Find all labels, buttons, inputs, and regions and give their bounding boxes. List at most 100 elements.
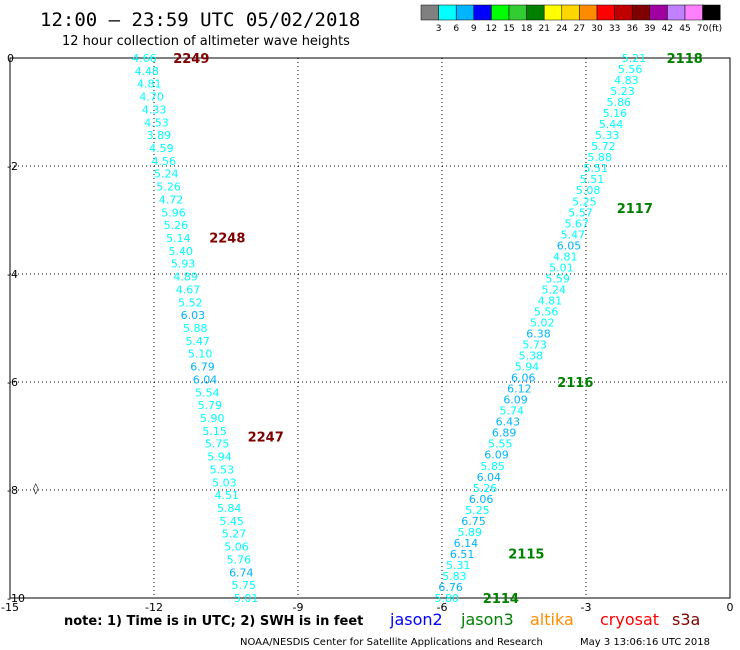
swh-value: 5.88 [587,151,612,164]
swh-value: 5.56 [534,305,559,318]
swh-value: 6.76 [438,581,463,594]
pass-time-label: 2114 [483,592,519,607]
swh-value: 5.51 [584,162,609,175]
pass-time-label: 2118 [667,52,703,67]
satellite-s3a: s3a [672,610,700,629]
legend-label: 15 [503,24,514,34]
swh-value: 4.83 [614,74,639,87]
legend-label: 24 [556,24,568,34]
legend-swatch [667,4,686,21]
legend-label: 6 [453,24,459,34]
swh-value: 5.56 [618,63,643,76]
swh-value: 5.21 [622,52,647,65]
swh-value: 5.47 [561,228,586,241]
swh-value: 5.85 [480,460,505,473]
swh-value: 5.16 [603,107,628,120]
satellite-cryosat: cryosat [600,610,659,629]
legend-swatch [614,4,633,21]
swh-value: 6.75 [461,515,486,528]
legend-swatch [596,4,615,21]
swh-value: 5.55 [488,438,513,451]
swh-value: 6.06 [469,493,494,506]
y-tick-label: -4 [7,268,18,281]
swh-value: 5.26 [156,181,181,194]
swh-value: 5.08 [576,184,601,197]
swh-value: 5.96 [161,206,186,219]
swh-value: 4.59 [149,142,174,155]
swh-value: 6.38 [526,328,551,341]
swh-value: 5.76 [227,553,252,566]
swh-value: 4.48 [135,65,160,78]
plot-area: -15 -12 -9 -6 -3 00-2-4-6-8-10 4.664.484.814.… [1,52,733,614]
swh-value: 5.15 [202,425,227,438]
swh-value: 5.53 [210,463,235,476]
swh-value: 5.45 [219,515,244,528]
legend-swatch [579,4,598,21]
swh-value: 4.51 [215,489,240,502]
altimeter-tracks: 4.664.484.814.704.334.533.894.594.565.24… [132,52,703,607]
legend-swatch [631,4,651,21]
timestamp-text: May 3 13:06:16 UTC 2018 [580,637,710,648]
satellite-legend: jason2 jason3 altika cryosat s3a [389,610,700,629]
legend-label: 21 [538,24,549,34]
swh-value: 5.57 [568,206,593,219]
swh-value: 6.79 [190,361,215,374]
swh-value: 5.89 [457,526,482,539]
x-tick-label: 0 [727,601,734,614]
swh-value: 6.06 [511,372,536,385]
legend-swatch [702,4,721,21]
swh-value: 4.67 [176,283,201,296]
swh-value: 5.01 [234,592,259,605]
swh-value: 5.24 [542,283,567,296]
swh-value: 5.94 [515,361,540,374]
legend-label: 9 [471,24,477,34]
swh-value: 6.04 [477,471,502,484]
x-tick-label: -6 [437,601,448,614]
legend-swatch [684,4,703,21]
legend-swatch [491,4,510,21]
satellite-jason3: jason3 [460,610,514,629]
swh-value: 5.93 [171,258,196,271]
y-tick-label: -10 [7,592,25,605]
swh-value: 5.94 [207,451,232,464]
pass-time-label: 2116 [557,376,593,391]
y-tick-label: -6 [7,376,18,389]
swh-value: 4.70 [139,91,164,104]
swh-value: 5.23 [610,85,635,98]
swh-value: 4.89 [173,271,198,284]
swh-value: 5.73 [522,339,547,352]
map-title: 12:00 – 23:59 UTC 05/02/2018 [40,9,360,31]
swh-value: 6.14 [454,537,479,550]
swh-value: 5.26 [164,219,189,232]
satellite-altika: altika [530,610,574,629]
swh-value: 5.83 [442,570,467,583]
swh-value: 6.09 [503,394,528,407]
swh-value: 5.33 [595,129,620,142]
swh-value: 5.75 [205,438,230,451]
pass-time-label: 2115 [508,548,544,563]
swh-value: 5.67 [564,217,589,230]
swh-value: 5.86 [606,96,631,109]
y-tick-label: 0 [7,52,14,65]
pass-time-label: 2247 [248,431,284,446]
swh-value: 5.75 [231,579,256,592]
x-tick-label: -15 [1,601,19,614]
swh-value: 6.89 [492,427,517,440]
swh-value: 6.51 [450,548,475,561]
swh-value: 5.40 [168,245,193,258]
swh-value: 4.81 [553,250,578,263]
legend-label: 33 [609,24,620,34]
swh-value: 6.05 [557,239,582,252]
grid-lines [10,58,730,598]
swh-value: 5.03 [212,476,237,489]
swh-value: 5.26 [473,482,498,495]
legend-label: 12 [486,24,497,34]
legend-label: 30 [591,24,603,34]
color-legend: 3 6 9 12 15 18 21 24 27 30 33 36 39 42 45 70 (ft) [420,4,722,34]
legend-swatch [508,4,527,21]
satellite-jason2: jason2 [389,610,443,629]
legend-label: 45 [679,24,690,34]
swh-value: 5.72 [591,140,616,153]
swh-value: 5.02 [530,316,555,329]
legend-swatch [420,4,439,21]
